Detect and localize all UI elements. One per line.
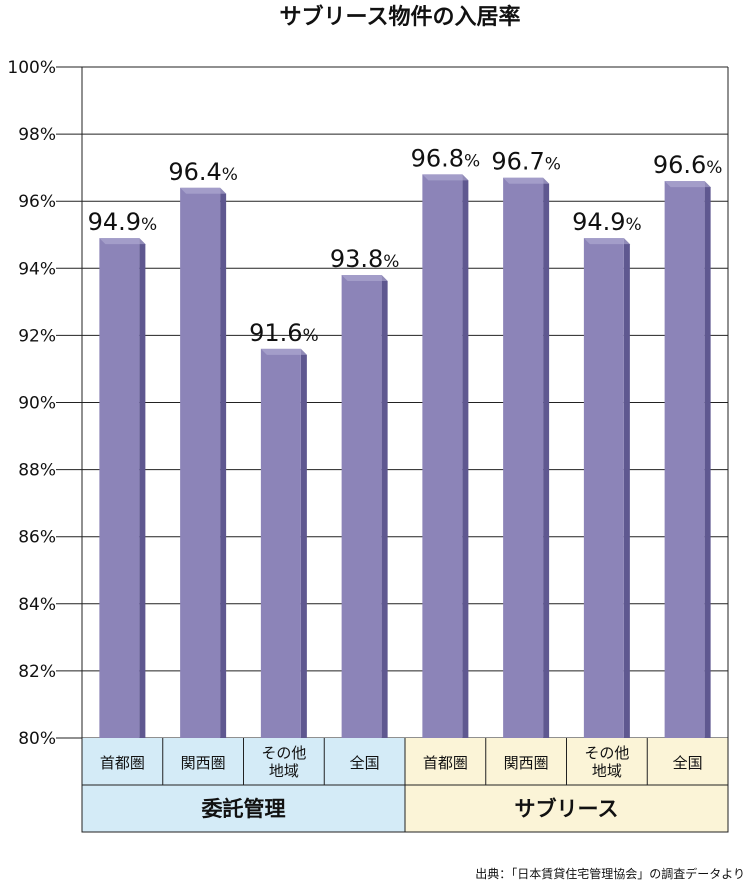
bar-side: [220, 187, 227, 738]
y-tick-label: 84%: [18, 595, 56, 615]
bar-top: [99, 238, 146, 245]
bar: [341, 275, 388, 738]
y-tick-label: 86%: [18, 528, 56, 548]
category-label: その他地域: [261, 744, 306, 780]
y-tick-label: 92%: [18, 326, 56, 346]
y-tick-label: 96%: [18, 192, 56, 212]
bar-side: [543, 177, 550, 739]
bar: [422, 174, 469, 739]
bar-face: [664, 181, 705, 738]
data-label: 96.4%: [168, 158, 238, 186]
category-label: 全国: [673, 754, 703, 772]
category-label: 関西圏: [504, 754, 549, 772]
bar: [260, 348, 307, 738]
bar-side: [139, 238, 146, 739]
y-tick-label: 98%: [18, 125, 56, 145]
bar-face: [99, 238, 140, 739]
y-tick-label: 80%: [18, 729, 56, 749]
bar-side: [381, 275, 388, 738]
bar-top: [341, 275, 388, 282]
y-tick-label: 94%: [18, 259, 56, 279]
data-label: 96.8%: [411, 144, 481, 172]
data-label: 91.6%: [249, 319, 319, 347]
group-row: 委託管理 サブリース: [81, 784, 729, 833]
category-row: 首都圏 関西圏 その他地域 全国 首都圏 関西圏 その他地域 全国: [81, 738, 729, 786]
chart-title: サブリース物件の入居率: [280, 4, 521, 30]
bar-top: [583, 238, 630, 245]
group-cell: [81, 784, 406, 833]
bar-side: [704, 181, 711, 738]
bar-face: [503, 177, 544, 739]
y-tick-label: 88%: [18, 461, 56, 481]
group-label: 委託管理: [201, 797, 286, 821]
data-label: 94.9%: [88, 208, 158, 236]
bar: [583, 238, 630, 739]
bar-top: [664, 181, 711, 188]
data-label: 94.9%: [572, 208, 642, 236]
data-label: 96.7%: [491, 148, 561, 176]
bar-side: [462, 174, 469, 739]
bar: [99, 238, 146, 739]
y-tick-label: 90%: [18, 394, 56, 414]
bar-top: [422, 174, 469, 181]
bar: [503, 177, 550, 739]
category-label: その他地域: [584, 744, 629, 780]
bar-side: [623, 238, 630, 739]
bar-face: [260, 348, 301, 738]
gridlines: [56, 66, 729, 832]
bar: [664, 181, 711, 738]
bar-face: [180, 187, 221, 738]
bar-face: [422, 174, 463, 739]
bar-top: [180, 187, 227, 194]
data-label: 93.8%: [330, 245, 400, 273]
category-label: 首都圏: [423, 754, 468, 772]
y-axis-ticks: 80% 82% 84% 86% 88% 90% 92% 94% 96% 98% 100%: [7, 58, 56, 749]
bar-side: [300, 348, 307, 738]
category-label: 関西圏: [181, 754, 226, 772]
y-tick-label: 82%: [18, 662, 56, 682]
bar-face: [341, 275, 382, 738]
category-label: 首都圏: [100, 754, 145, 772]
bar-top: [260, 348, 307, 355]
group-cell: [404, 784, 729, 833]
y-tick-label: 100%: [7, 58, 56, 78]
bar-top: [503, 177, 550, 184]
data-label: 96.6%: [653, 151, 723, 179]
category-label: 全国: [350, 754, 380, 772]
bar: [180, 187, 227, 738]
bar-face: [583, 238, 624, 739]
source-note: 出典：「日本賃貸住宅管理協会」の調査データより: [475, 866, 745, 881]
bars: [99, 174, 711, 739]
group-label: サブリース: [515, 797, 619, 821]
